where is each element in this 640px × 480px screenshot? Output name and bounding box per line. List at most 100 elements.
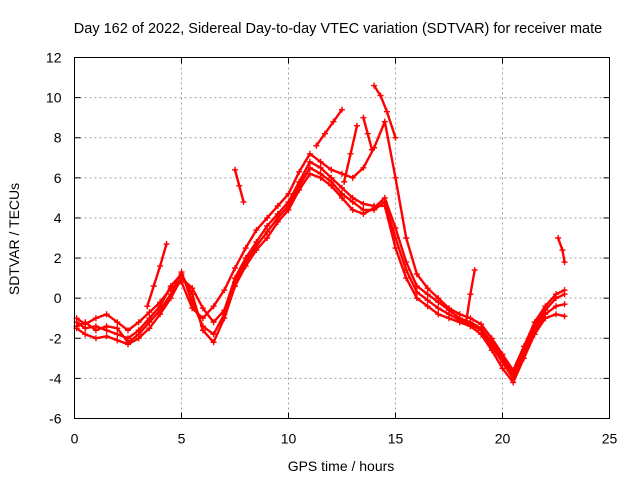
data-point-marker xyxy=(178,269,185,276)
data-point-marker xyxy=(478,327,485,334)
data-point-marker xyxy=(199,323,206,330)
data-point-marker xyxy=(467,291,474,298)
data-point-marker xyxy=(553,295,559,302)
data-point-marker xyxy=(471,267,478,274)
y-axis-label: SDTVAR / TECUs xyxy=(6,183,22,295)
data-point-marker xyxy=(157,307,164,314)
data-point-marker xyxy=(103,323,110,330)
data-point-marker xyxy=(553,303,559,310)
data-point-marker xyxy=(296,182,303,189)
data-point-marker xyxy=(330,118,337,125)
series-spike-a xyxy=(144,241,170,310)
data-point-marker xyxy=(274,214,281,221)
data-point-marker xyxy=(306,150,313,157)
data-point-marker xyxy=(435,311,442,318)
data-point-marker xyxy=(424,297,431,304)
data-point-marker xyxy=(135,331,142,338)
data-point-marker xyxy=(232,279,238,286)
data-point-marker xyxy=(253,226,260,233)
data-point-marker xyxy=(82,325,89,332)
data-point-marker xyxy=(339,190,345,197)
data-point-marker xyxy=(144,303,151,310)
data-point-marker xyxy=(264,235,271,241)
data-point-marker xyxy=(561,291,568,298)
data-point-marker xyxy=(232,166,238,173)
data-point-marker xyxy=(499,365,506,372)
data-point-marker xyxy=(349,198,356,205)
data-point-marker xyxy=(561,259,568,266)
data-point-marker xyxy=(403,235,410,241)
data-point-marker xyxy=(317,164,324,171)
series-line xyxy=(315,108,344,147)
data-point-marker xyxy=(306,164,313,171)
data-point-marker xyxy=(381,198,388,205)
data-point-marker xyxy=(347,150,354,157)
data-point-marker xyxy=(392,174,399,181)
series-spike-b xyxy=(232,166,247,205)
data-point-marker xyxy=(413,289,420,296)
y-tick-label: 8 xyxy=(54,130,62,146)
data-point-marker xyxy=(317,170,324,177)
data-point-marker xyxy=(349,174,356,181)
data-point-marker xyxy=(467,321,474,328)
data-point-marker xyxy=(103,333,110,340)
data-point-marker xyxy=(242,245,249,252)
grid xyxy=(74,57,610,419)
data-point-marker xyxy=(499,359,506,366)
x-tick-label: 0 xyxy=(71,431,79,447)
x-tick-label: 5 xyxy=(178,431,186,447)
data-point-marker xyxy=(189,299,196,306)
data-point-marker xyxy=(92,335,99,342)
data-point-marker xyxy=(446,311,452,318)
data-point-marker xyxy=(306,170,313,177)
series-line xyxy=(372,84,397,139)
series-spike-e xyxy=(360,114,375,153)
data-point-marker xyxy=(253,243,260,250)
data-point-marker xyxy=(321,130,328,137)
data-point-marker xyxy=(392,245,399,252)
data-point-marker xyxy=(339,184,345,191)
data-point-marker xyxy=(82,319,89,326)
y-tick-label: -2 xyxy=(49,330,62,346)
series-line xyxy=(146,242,168,308)
series-spike-c xyxy=(313,106,345,149)
data-point-marker xyxy=(561,301,568,308)
data-point-marker xyxy=(328,166,335,173)
series-spike-f xyxy=(371,82,399,141)
plot-frame xyxy=(74,57,610,419)
data-point-marker xyxy=(240,198,247,205)
data-point-marker xyxy=(82,331,89,338)
data-point-marker xyxy=(125,327,131,334)
axis-ticks: 0 5 10 15 20 25 -6 -4 -2 0 2 4 6 8 10 12 xyxy=(46,50,618,447)
data-point-marker xyxy=(360,114,367,121)
y-tick-label: -4 xyxy=(49,370,62,386)
data-point-marker xyxy=(242,259,249,266)
data-point-marker xyxy=(92,327,99,334)
data-point-marker xyxy=(264,228,271,235)
data-point-marker xyxy=(264,222,271,229)
data-point-marker xyxy=(553,311,559,318)
data-point-marker xyxy=(561,313,568,320)
data-point-marker xyxy=(542,311,549,318)
data-point-marker xyxy=(392,235,399,241)
data-point-marker xyxy=(296,168,303,175)
y-tick-label: 0 xyxy=(54,290,62,306)
data-point-marker xyxy=(353,122,360,129)
data-point-marker xyxy=(232,265,238,272)
data-point-marker xyxy=(221,311,228,318)
data-point-marker xyxy=(341,178,348,185)
x-axis-label: GPS time / hours xyxy=(288,458,395,474)
data-point-marker xyxy=(364,130,371,137)
data-point-marker xyxy=(339,170,345,177)
data-point-marker xyxy=(306,158,313,165)
data-point-marker xyxy=(456,317,463,324)
data-point-marker xyxy=(146,319,153,326)
data-point-marker xyxy=(377,92,384,99)
y-tick-label: 12 xyxy=(46,50,62,66)
y-tick-label: 4 xyxy=(54,210,62,226)
data-point-marker xyxy=(146,309,153,316)
data-point-marker xyxy=(392,134,399,141)
y-tick-label: -6 xyxy=(49,411,62,427)
y-tick-label: 6 xyxy=(54,170,62,186)
